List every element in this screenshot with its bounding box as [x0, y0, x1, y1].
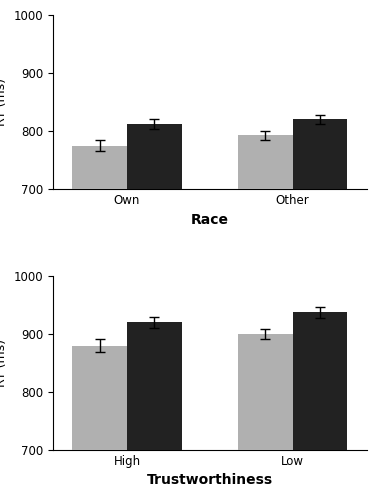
X-axis label: Race: Race [191, 212, 229, 226]
Bar [238, 135, 293, 500]
Bar [73, 146, 127, 500]
Bar [73, 346, 127, 500]
Bar [127, 322, 181, 500]
Y-axis label: RT (ms): RT (ms) [0, 339, 8, 387]
Y-axis label: RT (ms): RT (ms) [0, 78, 8, 126]
Bar [127, 124, 181, 500]
X-axis label: Trustworthiness: Trustworthiness [147, 474, 273, 488]
Bar [238, 334, 293, 500]
Bar [293, 120, 347, 500]
Bar [293, 312, 347, 500]
